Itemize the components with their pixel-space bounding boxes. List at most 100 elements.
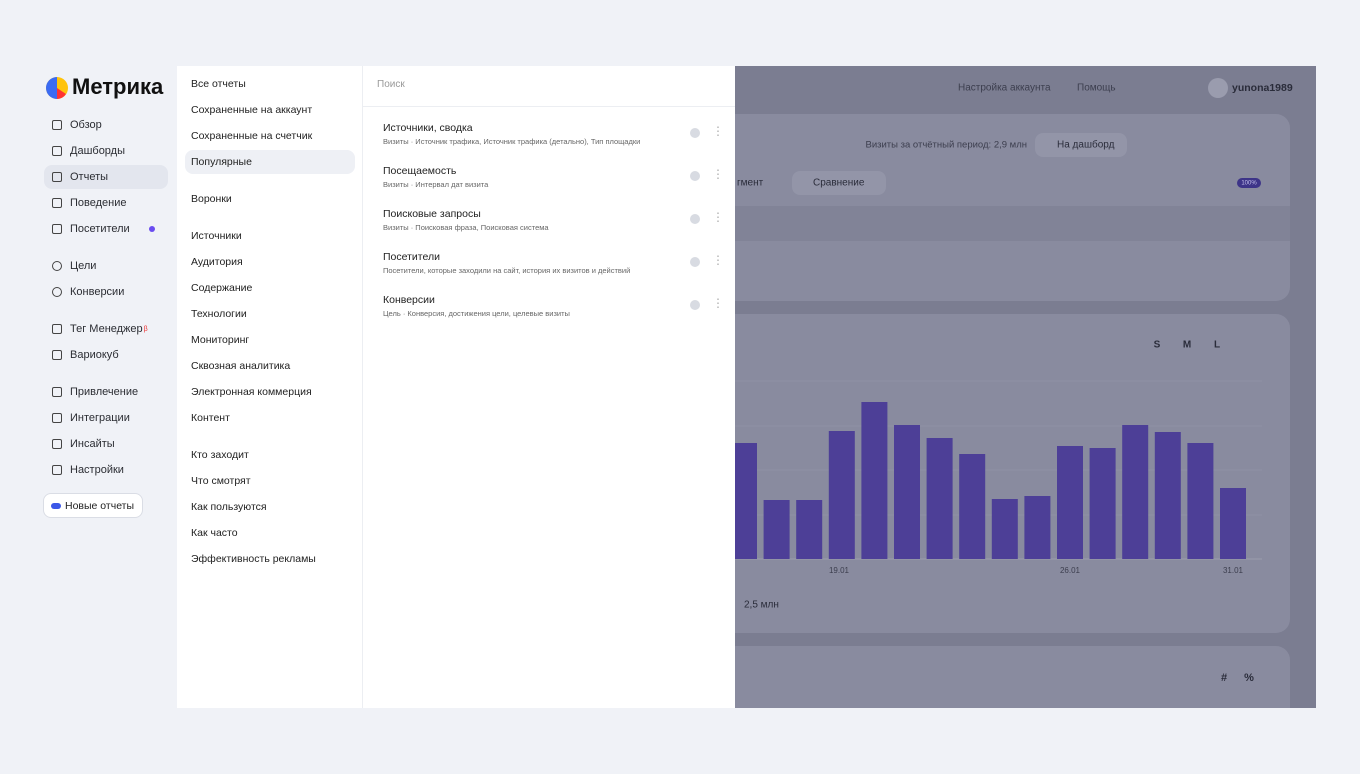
menu-item[interactable]: Аудитория: [191, 256, 243, 268]
menu-item[interactable]: Что смотрят: [191, 475, 251, 487]
report-title[interactable]: Посещаемость: [383, 165, 457, 177]
new-reports-button[interactable]: Новые отчеты: [43, 493, 143, 518]
sidebar-label: Интеграции: [70, 412, 130, 424]
menu-item[interactable]: Воронки: [191, 193, 232, 205]
menu-item[interactable]: Источники: [191, 230, 242, 242]
report-icon: [690, 128, 700, 138]
menu-item[interactable]: Сохраненные на счетчик: [191, 130, 313, 142]
sidebar-label: Тег Менеджер: [70, 323, 143, 335]
menu-item[interactable]: Контент: [191, 412, 230, 424]
sidebar-item[interactable]: Конверсии: [44, 280, 168, 304]
sidebar-item[interactable]: Цели: [44, 254, 168, 278]
sidebar-item[interactable]: Инсайты: [44, 432, 168, 456]
sidebar-icon: [52, 198, 62, 208]
notification-dot: [149, 226, 155, 232]
menu-item[interactable]: Технологии: [191, 308, 247, 320]
menu-item[interactable]: Электронная коммерция: [191, 386, 312, 398]
bar: [959, 454, 986, 559]
accuracy-label: 100%: [1241, 181, 1257, 187]
x-tick-label: 19.01: [829, 566, 850, 575]
more-button: ⋮: [712, 167, 724, 181]
report-icon: [690, 171, 700, 181]
bar: [735, 443, 757, 559]
new-reports-label: Новые отчеты: [65, 499, 135, 512]
report-title[interactable]: Посетители: [383, 251, 440, 263]
accuracy-badge: [1237, 178, 1261, 188]
sidebar-icon: [52, 120, 62, 130]
sidebar-item[interactable]: Дашборды: [44, 139, 168, 163]
comparison-button: [792, 171, 886, 195]
sidebar-icon: [52, 324, 62, 334]
bar: [991, 499, 1018, 559]
dashboard-button: [1035, 133, 1127, 157]
sidebar-icon: [52, 413, 62, 423]
x-tick-label: 31.01: [1223, 566, 1244, 575]
period-visits: Визиты за отчётный период: 2,9 млн: [865, 140, 1027, 151]
size-toggle: S: [1154, 340, 1161, 351]
menu-item[interactable]: Популярные: [185, 150, 355, 174]
sidebar-item[interactable]: Поведение: [44, 191, 168, 215]
bar: [763, 500, 790, 559]
report-subtitle: Визиты · Поисковая фраза, Поисковая сист…: [383, 223, 549, 232]
sidebar-icon: [52, 172, 62, 182]
sidebar-icon: [52, 465, 62, 475]
sidebar-label: Конверсии: [70, 286, 125, 298]
search-divider: [363, 106, 735, 107]
more-button: ⋮: [712, 253, 724, 267]
unit-toggle: #: [1221, 672, 1227, 684]
report-icon: [690, 300, 700, 310]
report-title[interactable]: Поисковые запросы: [383, 208, 481, 220]
user-name: yunona1989: [1232, 82, 1293, 94]
report-title[interactable]: Конверсии: [383, 294, 435, 306]
sidebar-label: Настройки: [70, 464, 124, 476]
search-input[interactable]: Поиск: [377, 79, 405, 90]
bar: [828, 431, 855, 559]
bar: [1220, 488, 1246, 559]
toggle-icon: [51, 503, 61, 509]
dashboard-label: На дашборд: [1057, 139, 1115, 151]
menu-item[interactable]: Как часто: [191, 527, 238, 539]
sidebar-label: Дашборды: [70, 145, 125, 157]
sidebar-icon: [52, 224, 62, 234]
menu-item[interactable]: Содержание: [191, 282, 253, 294]
menu-item[interactable]: Сохраненные на аккаунт: [191, 104, 313, 116]
avatar: [1208, 78, 1228, 98]
segment-label: гмент: [737, 178, 764, 189]
report-subtitle: Визиты · Интервал дат визита: [383, 180, 489, 189]
total-label: 2,5 млн: [744, 600, 779, 611]
dimmed-background: Настройка аккаунта Помощь yunona1989 Виз…: [735, 66, 1316, 708]
report-icon: [690, 257, 700, 267]
sidebar-item[interactable]: Тег Менеджер β: [44, 317, 168, 341]
size-toggle: L: [1214, 340, 1220, 351]
sidebar-item[interactable]: Вариокуб: [44, 343, 168, 367]
bar: [1187, 443, 1214, 559]
sidebar-item[interactable]: Привлечение: [44, 380, 168, 404]
sidebar-label: Отчеты: [70, 171, 109, 183]
sidebar-item[interactable]: Посетители: [44, 217, 168, 241]
x-tick-label: 26.01: [1060, 566, 1081, 575]
report-subtitle: Визиты · Источник трафика, Источник траф…: [383, 137, 641, 146]
sidebar-icon: [52, 350, 62, 360]
help: Помощь: [1077, 83, 1116, 94]
sidebar-item[interactable]: Отчеты: [44, 165, 168, 189]
bar: [1024, 496, 1051, 559]
sidebar-item[interactable]: Настройки: [44, 458, 168, 482]
sidebar-label: Привлечение: [70, 386, 139, 398]
menu-item[interactable]: Все отчеты: [191, 78, 246, 90]
bar: [926, 438, 953, 559]
sidebar-item[interactable]: Обзор: [44, 113, 168, 137]
comparison-label: Сравнение: [813, 178, 865, 189]
menu-item[interactable]: Эффективность рекламы: [191, 553, 316, 565]
report-subtitle: Посетители, которые заходили на сайт, ис…: [383, 266, 631, 275]
sidebar-item[interactable]: Интеграции: [44, 406, 168, 430]
menu-item[interactable]: Сквозная аналитика: [191, 360, 291, 372]
report-title[interactable]: Источники, сводка: [383, 122, 473, 134]
menu-item[interactable]: Мониторинг: [191, 334, 250, 346]
more-button: ⋮: [712, 296, 724, 310]
column-divider: [362, 66, 363, 708]
menu-item[interactable]: Кто заходит: [191, 449, 249, 461]
sidebar-label: Цели: [70, 260, 97, 272]
more-button: ⋮: [712, 124, 724, 138]
menu-item[interactable]: Как пользуются: [191, 501, 267, 513]
